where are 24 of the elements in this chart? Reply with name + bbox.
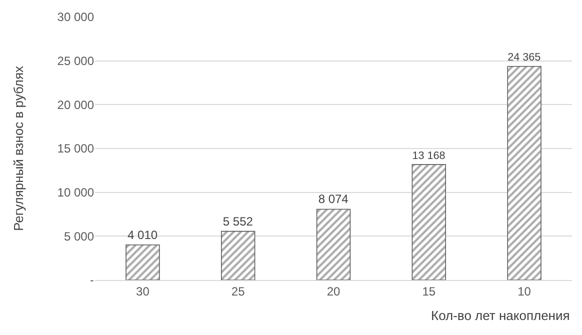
y-axis-title: Регулярный взнос в рублях (11, 65, 26, 232)
data-label: 24 365 (508, 52, 541, 64)
y-tick-label: 10 000 (57, 186, 94, 200)
data-label: 5 552 (222, 214, 254, 228)
y-tick-label: 5 000 (64, 229, 94, 244)
x-tick-label: 20 (326, 284, 340, 298)
x-tick-label: 10 (518, 284, 532, 298)
x-tick-label: 30 (136, 284, 150, 298)
y-tick-label: - (90, 273, 94, 288)
x-tick-label: 15 (422, 284, 436, 298)
data-label: 13 168 (412, 150, 446, 162)
y-tick-label: 20 000 (57, 98, 94, 112)
data-label: 4 010 (128, 228, 158, 242)
y-tick-label: 15 000 (57, 142, 94, 156)
bar (507, 66, 542, 280)
y-tick-label: 30 000 (57, 10, 94, 24)
bar (221, 230, 256, 280)
x-tick-label: 25 (231, 284, 246, 298)
y-tick-label: 25 000 (57, 54, 94, 68)
bar (126, 244, 160, 280)
bar (316, 208, 351, 280)
bar (412, 164, 446, 280)
data-label: 8 074 (318, 192, 349, 206)
x-axis-title: Кол-во лет накопления (431, 308, 570, 323)
